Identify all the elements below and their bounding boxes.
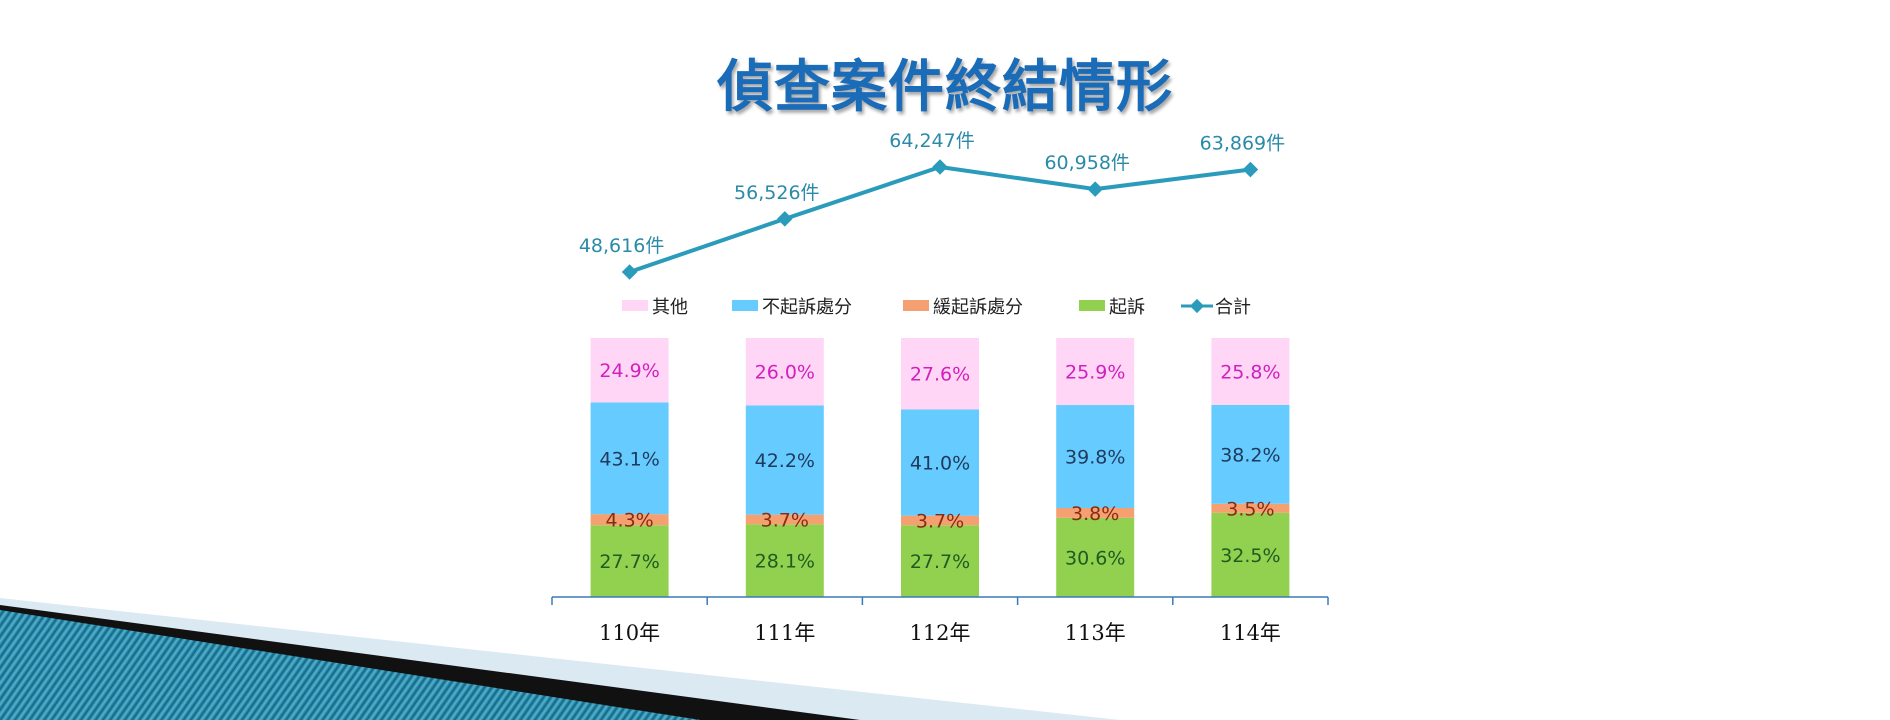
x-tick-label: 112年: [909, 621, 970, 645]
x-axis: 110年 111年 112年 113年 114年: [551, 596, 1329, 645]
data-label: 27.7%: [599, 551, 659, 573]
data-label: 27.7%: [910, 551, 970, 573]
data-label: 3.8%: [1071, 503, 1119, 525]
page-title: 偵查案件終結情形: [717, 55, 1173, 120]
legend: 其他 不起訴處分 緩起訴處分 起訴 合計: [622, 297, 1251, 318]
decor-teal-wedge: [0, 610, 700, 720]
total-data-label: 56,526件: [734, 182, 819, 204]
data-label: 4.3%: [605, 510, 653, 532]
data-label: 3.5%: [1226, 498, 1274, 520]
legend-item-緩起訴處分: 緩起訴處分: [903, 297, 1023, 318]
bar-segment-起訴: [745, 524, 824, 597]
total-data-label: 48,616件: [579, 235, 664, 257]
bar-stack-114年: 32.5% 3.5% 38.2% 25.8%: [1211, 338, 1290, 597]
legend-swatch: [732, 300, 758, 311]
bar-stack-112年: 27.7% 3.7% 41.0% 27.6%: [901, 338, 979, 597]
total-data-label: 64,247件: [889, 130, 974, 152]
bar-segment-緩起訴處分: [745, 514, 824, 525]
x-tick-label: 110年: [599, 621, 660, 645]
data-label: 43.1%: [599, 448, 659, 470]
data-label: 3.7%: [761, 509, 809, 531]
legend-item-不起訴處分: 不起訴處分: [732, 297, 852, 318]
bar-segment-緩起訴處分: [590, 514, 669, 526]
legend-label: 其他: [652, 297, 688, 318]
bar-segment-其他: [1211, 338, 1290, 405]
data-label: 28.1%: [755, 551, 815, 573]
data-label: 38.2%: [1220, 444, 1280, 466]
total-point: [932, 159, 948, 175]
legend-label: 不起訴處分: [762, 297, 852, 318]
total-line-series: 48,616件 56,526件 64,247件 60,958件 63,869件: [579, 130, 1285, 280]
data-label: 3.7%: [916, 510, 964, 532]
data-label: 25.9%: [1065, 362, 1125, 384]
data-label: 41.0%: [910, 453, 970, 475]
bar-segment-不起訴處分: [1056, 405, 1135, 508]
bar-segment-緩起訴處分: [1056, 507, 1135, 518]
bar-stack-111年: 28.1% 3.7% 42.2% 26.0%: [745, 338, 824, 597]
total-data-label: 60,958件: [1044, 152, 1129, 174]
bar-segment-不起訴處分: [745, 405, 824, 515]
legend-swatch: [903, 300, 929, 311]
legend-item-合計: 合計: [1181, 297, 1251, 318]
legend-label: 緩起訴處分: [933, 297, 1023, 318]
stacked-bars: 27.7% 4.3% 43.1% 24.9% 28.1% 3.7% 42.2% 26.0% 27…: [590, 338, 1290, 597]
bar-segment-不起訴處分: [901, 409, 979, 516]
data-label: 39.8%: [1065, 447, 1125, 469]
bar-segment-緩起訴處分: [901, 515, 979, 526]
total-line: [628, 165, 1251, 274]
data-label: 24.9%: [599, 360, 659, 382]
data-label: 26.0%: [755, 362, 815, 384]
bar-segment-其他: [901, 338, 979, 410]
legend-item-起訴: 起訴: [1079, 297, 1145, 318]
legend-label: 合計: [1215, 297, 1251, 318]
bar-segment-起訴: [590, 525, 669, 597]
x-tick-label: 113年: [1065, 621, 1126, 645]
legend-item-其他: 其他: [622, 297, 688, 318]
bar-segment-起訴: [901, 525, 979, 597]
bar-segment-不起訴處分: [590, 402, 669, 515]
legend-swatch: [622, 300, 648, 311]
bar-segment-起訴: [1056, 517, 1135, 597]
total-point: [621, 264, 638, 280]
bar-segment-不起訴處分: [1211, 404, 1290, 504]
data-label: 27.6%: [910, 364, 970, 386]
legend-marker: [1189, 298, 1205, 314]
x-tick-label: 114年: [1220, 621, 1281, 645]
bar-segment-緩起訴處分: [1211, 503, 1290, 513]
data-label: 32.5%: [1220, 545, 1280, 567]
total-point: [777, 211, 793, 227]
bar-segment-其他: [745, 338, 824, 406]
total-point: [1087, 181, 1103, 197]
bar-segment-其他: [590, 338, 669, 403]
data-label: 42.2%: [755, 450, 815, 472]
bar-segment-其他: [1056, 338, 1135, 406]
bar-segment-起訴: [1211, 512, 1290, 597]
legend-label: 起訴: [1109, 297, 1145, 318]
data-label: 30.6%: [1065, 547, 1125, 569]
total-data-label: 63,869件: [1200, 133, 1285, 155]
x-tick-label: 111年: [754, 621, 815, 645]
bar-stack-110年: 27.7% 4.3% 43.1% 24.9%: [590, 338, 669, 597]
data-label: 25.8%: [1220, 361, 1280, 383]
total-point: [1242, 161, 1259, 178]
decor-dark-stripe: [0, 605, 860, 720]
legend-swatch: [1079, 300, 1105, 311]
bar-stack-113年: 30.6% 3.8% 39.8% 25.9%: [1056, 338, 1135, 597]
